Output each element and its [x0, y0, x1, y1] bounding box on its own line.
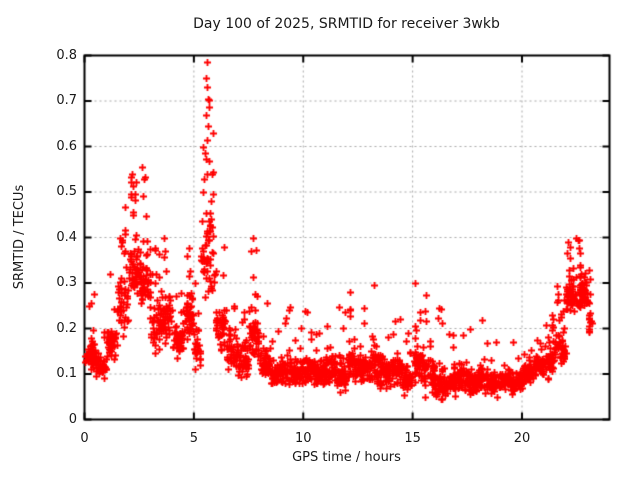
y-tick-label: 0.6 [56, 138, 77, 154]
y-tick-label: 0.7 [56, 93, 77, 108]
y-tick-label: 0.3 [56, 275, 77, 290]
x-tick-label: 0 [80, 431, 89, 446]
y-tick-label: 0.2 [56, 320, 77, 336]
y-tick-label: 0 [68, 411, 77, 427]
y-tick-label: 0.8 [56, 47, 77, 63]
x-axis-label: GPS time / hours [292, 450, 401, 465]
y-tick-label: 0.1 [56, 366, 77, 381]
chart-title: Day 100 of 2025, SRMTID for receiver 3wk… [193, 16, 500, 32]
x-tick-label: 20 [513, 431, 531, 446]
y-tick-label: 0.5 [56, 184, 77, 199]
x-tick-label: 15 [404, 431, 421, 446]
x-tick-label: 10 [294, 431, 312, 446]
x-tick-label: 5 [189, 431, 199, 446]
y-tick-label: 0.4 [56, 229, 77, 245]
